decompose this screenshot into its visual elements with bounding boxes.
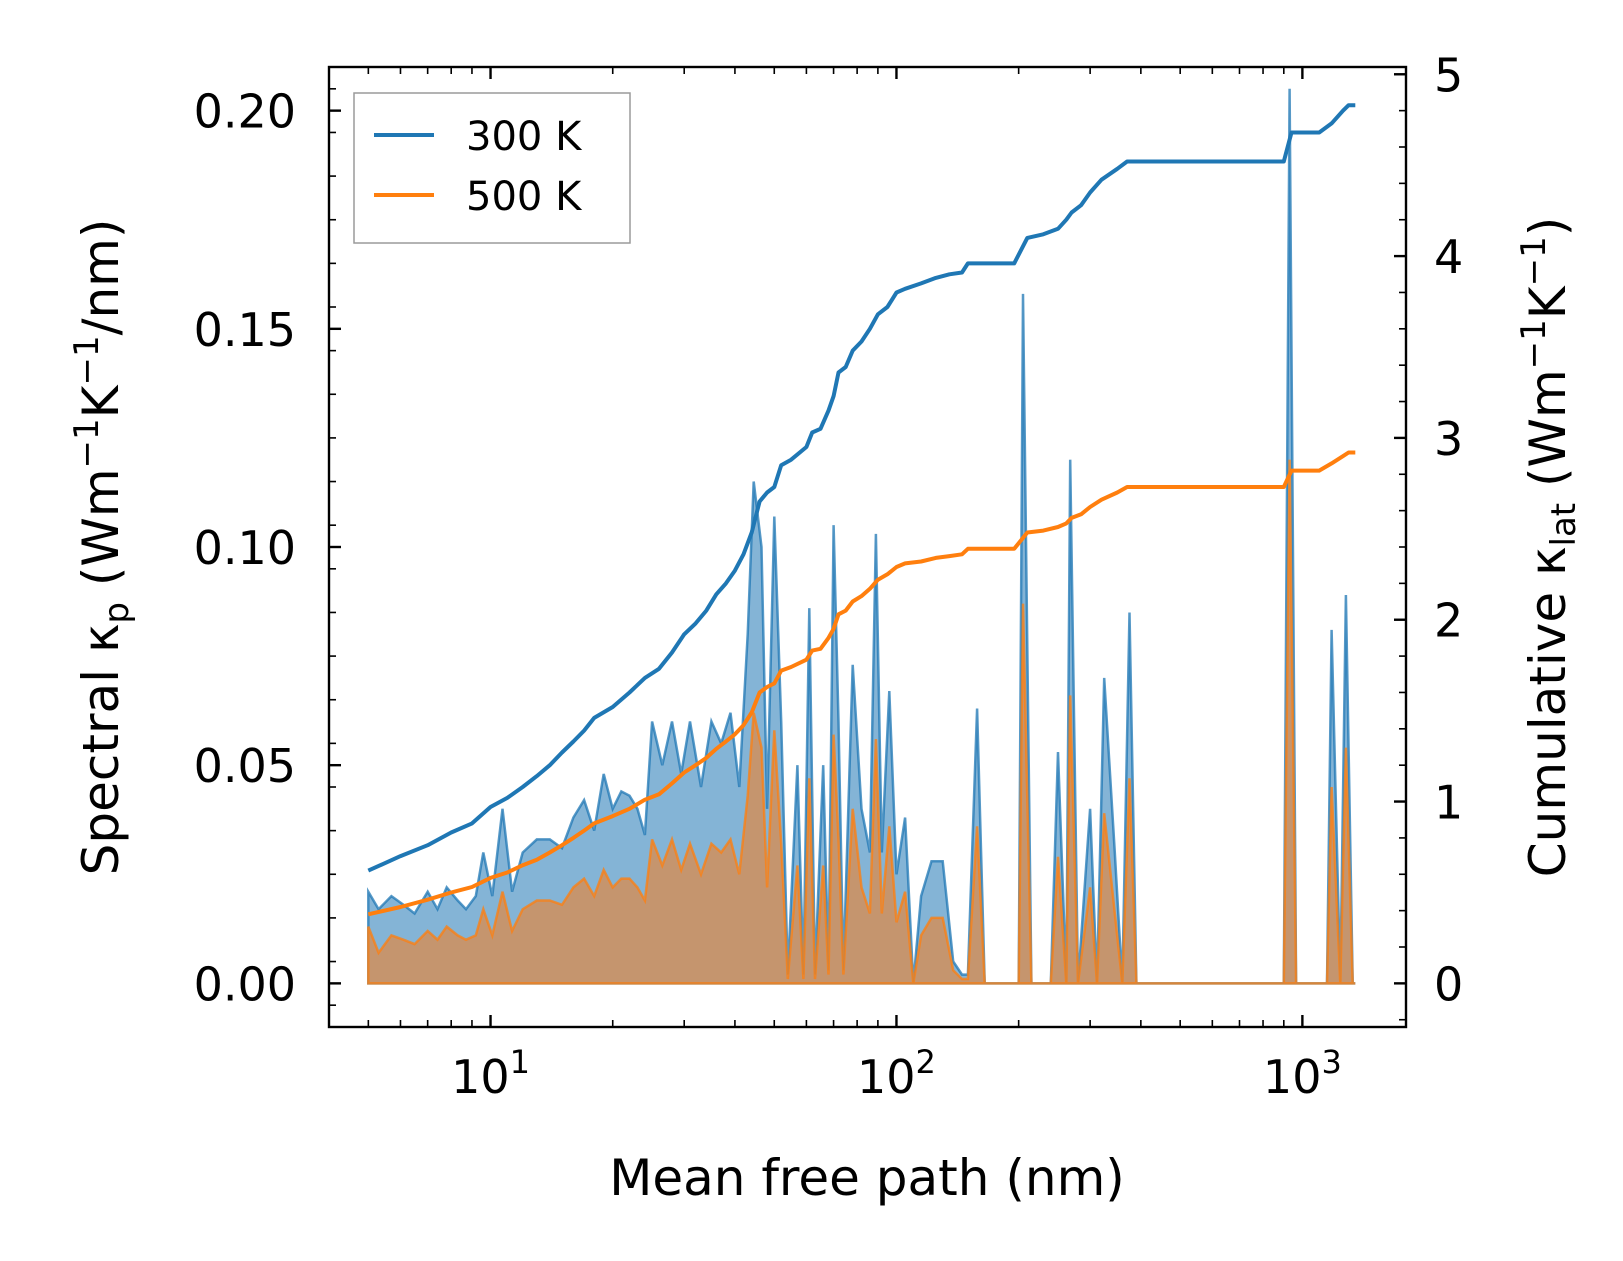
y-left-label-subscript: p <box>97 602 137 624</box>
y-axis-label-left: Spectral κp (Wm−1K−1/nm) <box>67 219 137 876</box>
spectral-area-500k <box>367 459 1356 985</box>
legend-label-500k: 500 K <box>466 174 583 220</box>
y-right-label-close: ) <box>1519 217 1577 237</box>
y-right-tick-label: 0 <box>1434 957 1463 1011</box>
cumulative-line-300k <box>367 103 1356 873</box>
y-left-label-main: Spectral κ <box>72 624 130 876</box>
y-right-label-subscript: lat <box>1544 503 1584 547</box>
y-left-tick-label: 0.00 <box>194 957 296 1011</box>
x-tick-label: 103 <box>1263 1043 1342 1104</box>
x-tick-label-base: 10 <box>857 1050 916 1104</box>
plot-area <box>367 88 1356 985</box>
x-axis-label: Mean free path (nm) <box>609 1149 1125 1207</box>
legend: 300 K 500 K <box>353 92 631 244</box>
y-left-tick-label: 0.15 <box>194 303 296 357</box>
y-left-tick-label: 0.05 <box>194 739 296 793</box>
y-right-tick-label: 4 <box>1434 230 1463 284</box>
y-left-label-close: /nm) <box>72 219 130 336</box>
y-left-label-units: (Wm <box>72 468 130 602</box>
legend-label-300k: 300 K <box>466 114 583 160</box>
y-left-label-exp2: −1 <box>67 335 107 385</box>
y-left-tick-label: 0.20 <box>194 85 296 139</box>
y-right-tick-label: 3 <box>1434 412 1463 466</box>
x-tick-label: 101 <box>451 1043 530 1104</box>
x-tick-label: 102 <box>857 1043 936 1104</box>
cumulative-line-500k <box>367 450 1356 917</box>
x-tick-label-base: 10 <box>451 1050 510 1104</box>
x-tick-label-exponent: 3 <box>1321 1043 1341 1081</box>
legend-box <box>353 92 631 244</box>
y-axis-label-right: Cumulative κlat (Wm−1K−1) <box>1514 217 1584 877</box>
x-tick-label-exponent: 1 <box>510 1043 530 1081</box>
y-right-label-main: Cumulative κ <box>1519 546 1577 877</box>
spectral-area-300k <box>367 88 1356 985</box>
y-left-label-exp1: −1 <box>67 418 107 468</box>
y-right-label-exp2: −1 <box>1514 236 1554 286</box>
y-left-label-k: K <box>72 384 130 418</box>
y-right-label-exp1: −1 <box>1514 319 1554 369</box>
x-tick-label-base: 10 <box>1263 1050 1322 1104</box>
y-left-tick-label: 0.10 <box>194 521 296 575</box>
x-tick-label-exponent: 2 <box>916 1043 936 1081</box>
y-right-label-k: K <box>1519 285 1577 319</box>
y-right-tick-label: 5 <box>1434 48 1463 102</box>
y-right-tick-label: 2 <box>1434 594 1463 648</box>
y-right-label-units: (Wm <box>1519 369 1577 503</box>
y-right-tick-label: 1 <box>1434 776 1463 830</box>
